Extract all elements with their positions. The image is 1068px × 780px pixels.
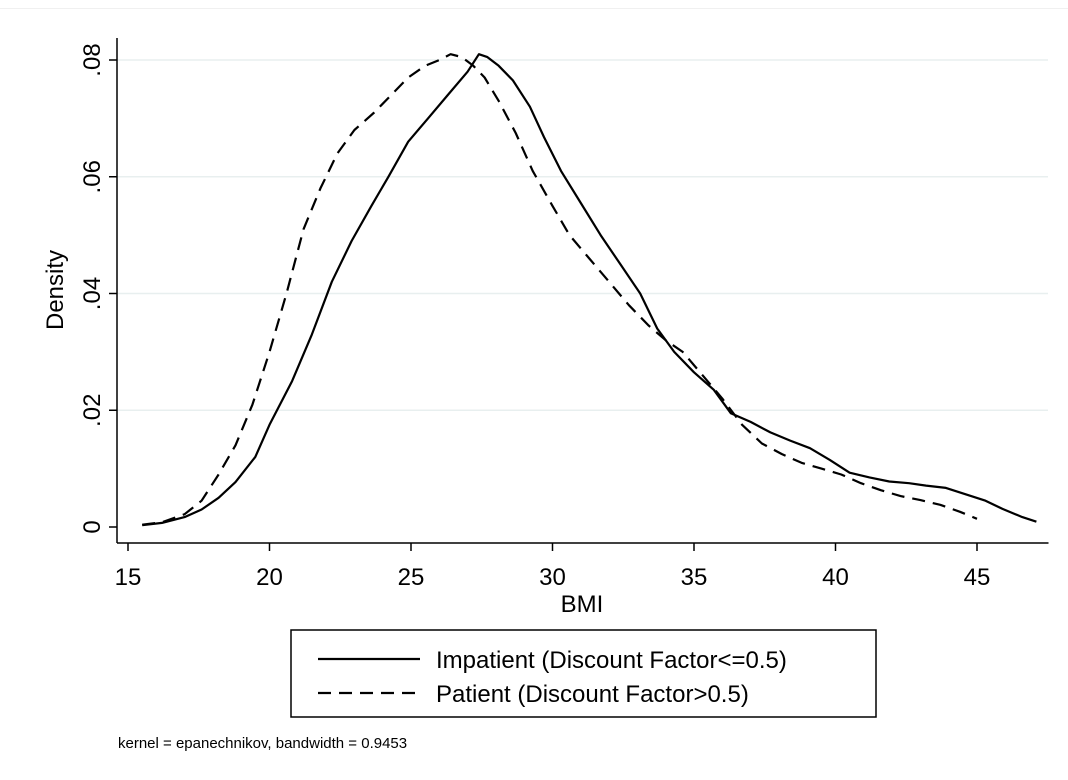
x-tick-label-4: 35 bbox=[681, 564, 708, 591]
series-line-impatient bbox=[142, 53, 1037, 527]
legend-label-patient: Patient (Discount Factor>0.5) bbox=[436, 681, 749, 708]
tick-marks bbox=[109, 59, 978, 551]
axes bbox=[116, 38, 1049, 544]
y-tick-label-1: .02 bbox=[79, 394, 106, 427]
series-lines bbox=[142, 53, 1037, 527]
legend-box bbox=[290, 629, 877, 718]
x-tick-label-0: 15 bbox=[115, 564, 142, 591]
y-tick-label-3: .06 bbox=[79, 160, 106, 193]
x-axis-title: BMI bbox=[561, 591, 604, 618]
legend: Impatient (Discount Factor<=0.5) Patient… bbox=[290, 629, 877, 718]
x-tick-label-3: 30 bbox=[539, 564, 566, 591]
legend-label-impatient: Impatient (Discount Factor<=0.5) bbox=[436, 647, 787, 674]
x-tick-label-5: 40 bbox=[822, 564, 849, 591]
series-line-patient bbox=[142, 53, 978, 526]
y-tick-label-4: .08 bbox=[79, 43, 106, 76]
y-tick-label-0: 0 bbox=[79, 520, 106, 533]
x-tick-label-1: 20 bbox=[256, 564, 283, 591]
y-tick-label-2: .04 bbox=[79, 277, 106, 310]
x-tick-label-6: 45 bbox=[964, 564, 991, 591]
gridlines bbox=[117, 59, 1048, 411]
kernel-note: kernel = epanechnikov, bandwidth = 0.945… bbox=[118, 735, 407, 752]
y-axis-title: Density bbox=[42, 250, 69, 330]
x-tick-label-2: 25 bbox=[398, 564, 425, 591]
